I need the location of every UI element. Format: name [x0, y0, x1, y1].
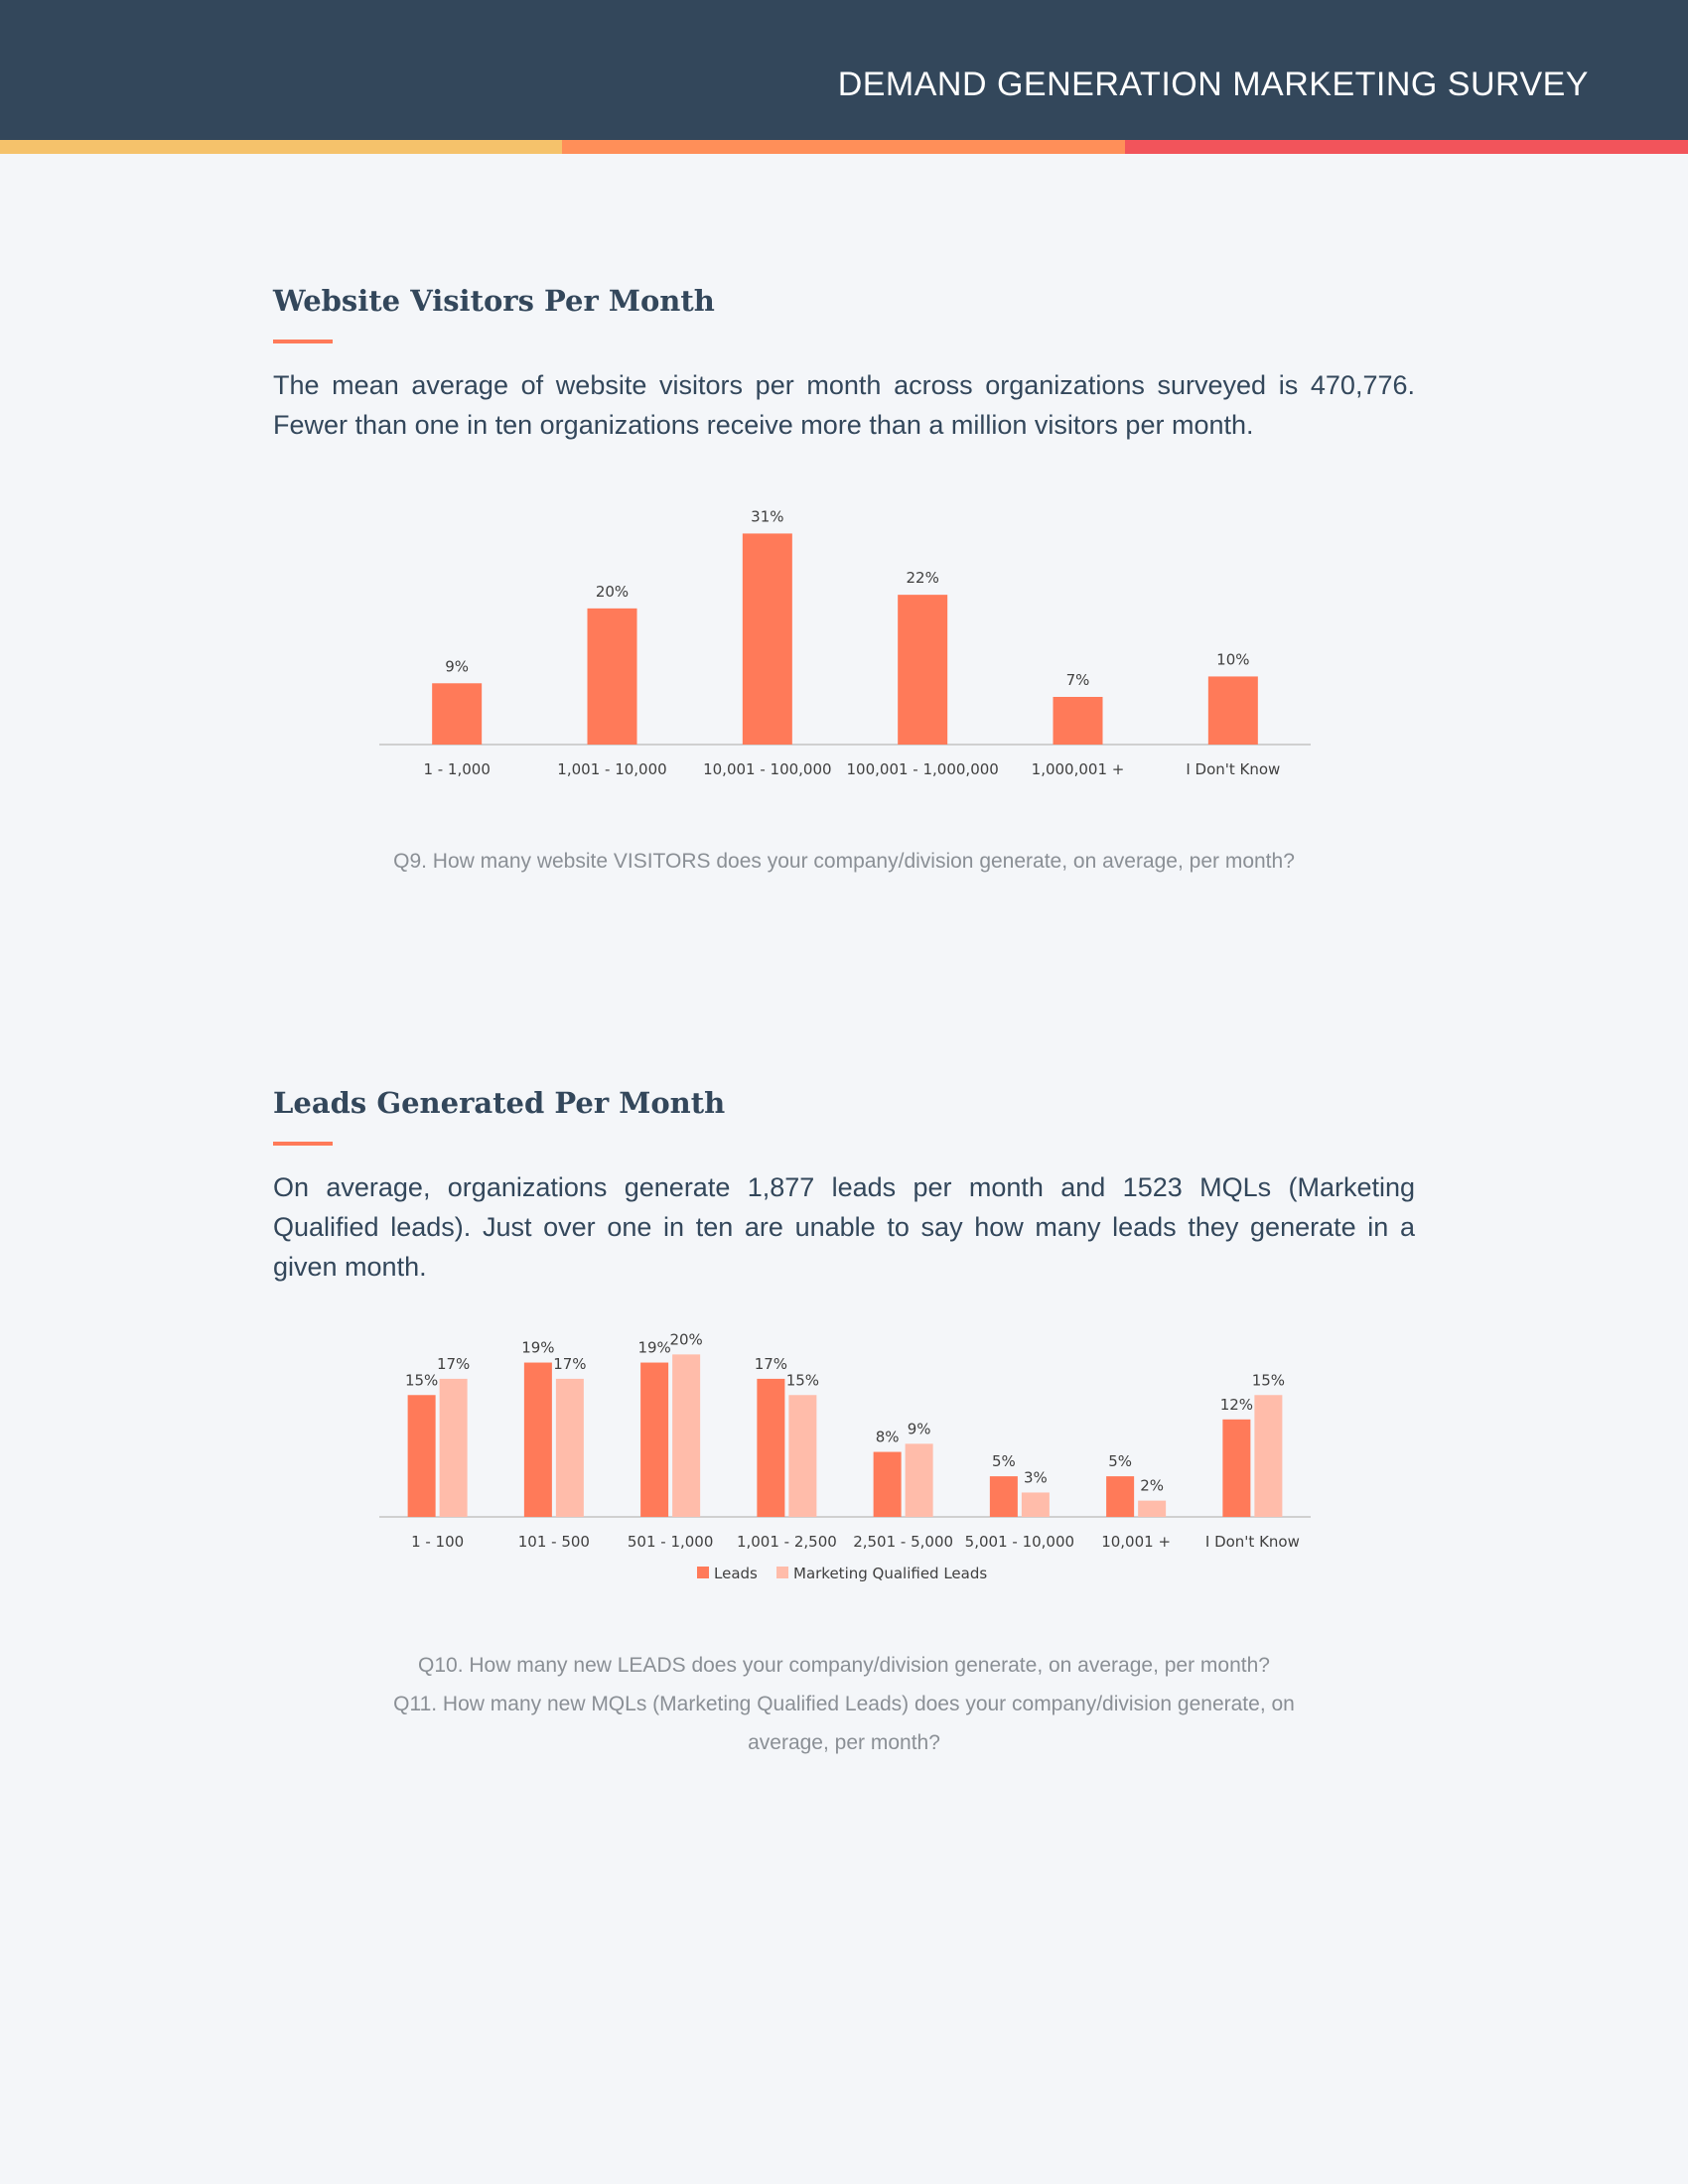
bar: [587, 608, 637, 745]
data-label: 17%: [437, 1355, 470, 1373]
bar: [1207, 676, 1258, 745]
data-label: 20%: [669, 1330, 702, 1348]
page-header: DEMAND GENERATION MARKETING SURVEY: [0, 0, 1688, 140]
data-label: 15%: [405, 1371, 438, 1389]
x-tick-label: 501 - 1,000: [628, 1533, 714, 1551]
bar: [788, 1395, 817, 1517]
data-label: 10%: [1216, 650, 1249, 668]
data-label: 8%: [876, 1429, 900, 1446]
data-label: 9%: [445, 657, 469, 675]
data-label: 31%: [751, 507, 783, 525]
x-tick-label: 2,501 - 5,000: [853, 1533, 953, 1551]
bar: [989, 1476, 1018, 1517]
bar: [439, 1378, 468, 1517]
x-tick-label: I Don't Know: [1205, 1533, 1300, 1551]
accent-stripe-red: [1125, 140, 1688, 154]
data-label: 9%: [908, 1420, 931, 1437]
legend-swatch: [697, 1567, 709, 1578]
x-tick-label: 1 - 1,000: [423, 760, 490, 778]
chart-caption-q9: Q9. How many website VISITORS does your …: [393, 850, 1295, 873]
data-label: 19%: [521, 1339, 554, 1357]
data-label: 15%: [786, 1371, 819, 1389]
bar: [1254, 1395, 1283, 1517]
x-tick-label: 10,001 - 100,000: [703, 760, 831, 778]
bar: [898, 595, 948, 745]
bar: [1138, 1500, 1167, 1517]
data-label: 20%: [596, 583, 629, 601]
bar: [757, 1378, 785, 1517]
bar: [1222, 1419, 1251, 1517]
legend-label: Leads: [714, 1565, 758, 1582]
accent-stripe-orange: [562, 140, 1125, 154]
bar: [1021, 1492, 1050, 1517]
data-label: 17%: [755, 1355, 787, 1373]
data-label: 7%: [1066, 671, 1090, 689]
x-tick-label: 5,001 - 10,000: [965, 1533, 1074, 1551]
data-label: 12%: [1220, 1396, 1253, 1414]
accent-stripe-yellow: [0, 140, 562, 154]
title-rule: [273, 340, 333, 343]
x-tick-label: 1,001 - 2,500: [737, 1533, 837, 1551]
bar: [742, 533, 792, 745]
section-leads-generated: Leads Generated Per Month On average, or…: [273, 1086, 1415, 1287]
caption-line-q10: Q10. How many new LEADS does your compan…: [418, 1654, 1270, 1677]
section-title: Leads Generated Per Month: [273, 1086, 726, 1120]
bar: [873, 1451, 902, 1517]
data-label: 17%: [553, 1355, 586, 1373]
bar: [523, 1362, 552, 1517]
x-tick-label: 100,001 - 1,000,000: [847, 760, 999, 778]
section-text: On average, organizations generate 1,877…: [273, 1172, 1415, 1282]
title-rule: [273, 1142, 333, 1146]
data-label: 15%: [1252, 1371, 1285, 1389]
section-website-visitors: Website Visitors Per Month The mean aver…: [273, 284, 1415, 445]
data-label: 19%: [637, 1339, 670, 1357]
legend-swatch: [776, 1567, 788, 1578]
x-tick-label: 10,001 +: [1101, 1533, 1171, 1551]
bar: [672, 1354, 701, 1517]
bar: [432, 683, 483, 745]
data-label: 5%: [992, 1452, 1016, 1470]
bar: [905, 1443, 933, 1517]
chart-caption-q10-q11: Q10. How many new LEADS does your compan…: [273, 1646, 1415, 1762]
x-tick-label: 1,000,001 +: [1032, 760, 1125, 778]
bar: [407, 1395, 436, 1517]
section-title: Website Visitors Per Month: [273, 284, 715, 318]
report-title: DEMAND GENERATION MARKETING SURVEY: [837, 66, 1589, 103]
bar: [1053, 697, 1103, 745]
bar: [555, 1378, 584, 1517]
x-tick-label: 101 - 500: [518, 1533, 590, 1551]
x-tick-label: 1,001 - 10,000: [557, 760, 666, 778]
bar: [640, 1362, 669, 1517]
data-label: 5%: [1108, 1452, 1132, 1470]
bar: [1106, 1476, 1135, 1517]
x-tick-label: 1 - 100: [411, 1533, 464, 1551]
data-label: 3%: [1024, 1468, 1048, 1486]
legend-label: Marketing Qualified Leads: [793, 1565, 987, 1582]
x-tick-label: I Don't Know: [1186, 760, 1280, 778]
section-text: The mean average of website visitors per…: [273, 370, 1415, 440]
data-label: 2%: [1140, 1477, 1164, 1495]
caption-line-q11: Q11. How many new MQLs (Marketing Qualif…: [393, 1693, 1295, 1754]
data-label: 22%: [906, 569, 938, 587]
